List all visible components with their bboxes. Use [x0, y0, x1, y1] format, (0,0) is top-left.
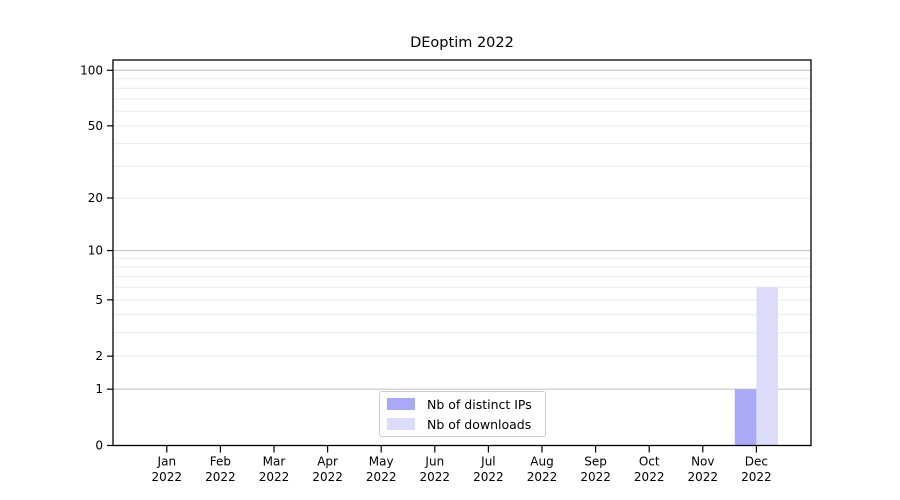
x-tick-label: Jun 2022 — [420, 455, 451, 485]
x-tick-label: Apr 2022 — [312, 455, 343, 485]
y-tick-label: 1 — [95, 382, 103, 396]
y-tick-label: 2 — [95, 349, 103, 363]
x-tick-label: Oct 2022 — [634, 455, 665, 485]
legend-label-distinct-ips: Nb of distinct IPs — [427, 396, 532, 412]
plot-border — [112, 59, 812, 447]
legend-label-downloads: Nb of downloads — [427, 416, 532, 432]
y-tick-label: 50 — [88, 119, 103, 133]
legend-swatch-distinct-ips — [387, 398, 415, 410]
chart-title: DEoptim 2022 — [410, 35, 514, 51]
y-tick-label: 10 — [88, 244, 103, 258]
x-tick-label: Mar 2022 — [259, 455, 290, 485]
legend: Nb of distinct IPs Nb of downloads — [379, 391, 546, 437]
bar-downloads — [756, 287, 778, 446]
y-tick-label: 100 — [80, 63, 103, 77]
x-tick-label: Jan 2022 — [152, 455, 183, 485]
x-tick-label: Aug 2022 — [527, 455, 558, 485]
bar-distinct-ips — [734, 389, 757, 446]
y-tick-label: 20 — [88, 191, 103, 205]
x-tick-label: Jul 2022 — [473, 455, 504, 485]
x-tick-label: Feb 2022 — [205, 455, 236, 485]
x-tick-label: May 2022 — [366, 455, 397, 485]
y-tick-label: 5 — [95, 293, 103, 307]
legend-item-downloads: Nb of downloads — [387, 417, 539, 432]
legend-item-distinct-ips: Nb of distinct IPs — [387, 397, 539, 412]
y-tick-label: 0 — [95, 439, 103, 453]
legend-swatch-downloads — [387, 418, 415, 430]
x-tick-label: Nov 2022 — [688, 455, 719, 485]
x-tick-label: Dec 2022 — [741, 455, 772, 485]
x-tick-label: Sep 2022 — [580, 455, 611, 485]
